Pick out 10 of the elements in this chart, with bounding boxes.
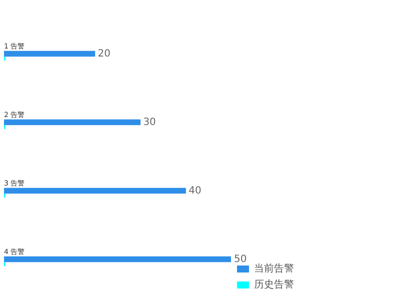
data-label: 30 — [143, 116, 156, 128]
bar — [4, 256, 231, 262]
legend-label: 当前告警 — [254, 262, 294, 275]
bar — [4, 50, 96, 57]
data-label: 50 — [234, 254, 247, 265]
bar — [4, 188, 186, 194]
data-label: 20 — [98, 48, 111, 60]
data-label: 40 — [188, 185, 202, 196]
bar — [4, 119, 141, 126]
legend-label: 历史告警 — [254, 278, 294, 291]
